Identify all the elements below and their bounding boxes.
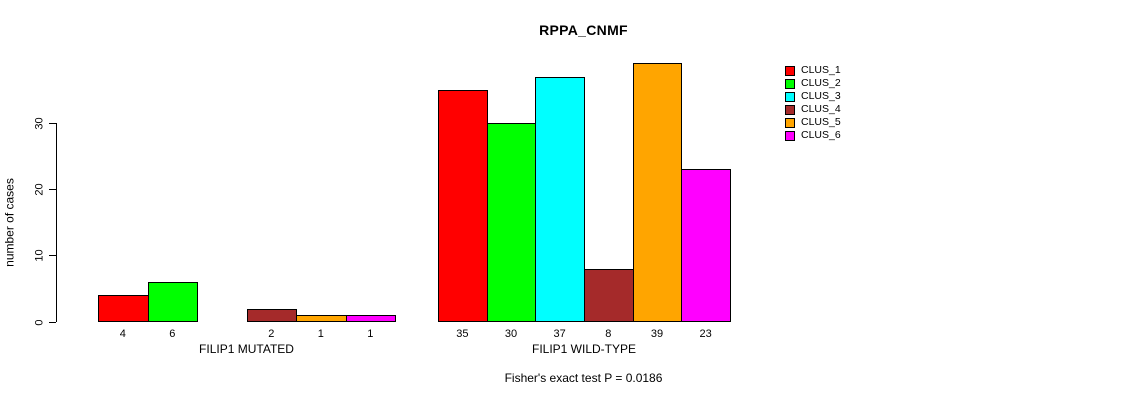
bar-value-label: 2 <box>268 328 275 340</box>
y-tick <box>49 321 56 323</box>
y-tick-label: 10 <box>33 249 46 262</box>
legend-swatch <box>785 66 795 76</box>
legend-label: CLUS_2 <box>801 77 841 89</box>
bar <box>535 76 585 322</box>
bar-value-label: 1 <box>367 328 374 340</box>
bar-value-label: 4 <box>119 328 126 340</box>
y-tick-label: 30 <box>33 116 46 130</box>
bar <box>98 295 149 322</box>
y-tick <box>49 188 56 190</box>
bar <box>438 89 488 322</box>
legend-label: CLUS_3 <box>801 90 841 102</box>
legend-swatch <box>785 79 795 89</box>
bar-value-label: 8 <box>605 328 612 340</box>
group-label-wildtype: FILIP1 WILD-TYPE <box>531 342 637 356</box>
y-tick-label: 0 <box>33 318 46 326</box>
bar <box>246 308 297 322</box>
y-tick <box>49 122 56 124</box>
bar-value-label: 23 <box>699 328 712 340</box>
legend-swatch <box>785 92 795 102</box>
bar-value-label: 6 <box>169 328 176 340</box>
bar-value-label: 37 <box>553 328 566 340</box>
y-tick <box>49 255 56 257</box>
legend-swatch <box>785 105 795 115</box>
bar <box>147 282 198 322</box>
bar-value-label: 1 <box>317 328 324 340</box>
fisher-test-annotation: Fisher's exact test P = 0.0186 <box>504 371 663 385</box>
bar <box>632 63 683 322</box>
bar <box>486 123 537 322</box>
chart-title: RPPA_CNMF <box>539 22 628 38</box>
bar <box>345 315 396 322</box>
y-tick-label: 20 <box>33 183 46 196</box>
bar <box>583 268 634 322</box>
y-axis-title: number of cases <box>2 178 17 267</box>
bar-value-label: 35 <box>456 328 469 340</box>
bar-value-label: 30 <box>504 328 518 340</box>
legend-swatch <box>785 118 795 128</box>
legend-swatch <box>785 131 795 141</box>
legend-label: CLUS_1 <box>801 64 841 76</box>
group-label-mutated: FILIP1 MUTATED <box>199 342 294 356</box>
bar <box>296 315 347 322</box>
legend-label: CLUS_4 <box>801 103 841 115</box>
bar <box>681 169 731 322</box>
legend-label: CLUS_5 <box>801 116 841 128</box>
y-axis-line <box>56 123 57 322</box>
bar-value-label: 39 <box>650 328 664 340</box>
legend-label: CLUS_6 <box>801 129 841 141</box>
